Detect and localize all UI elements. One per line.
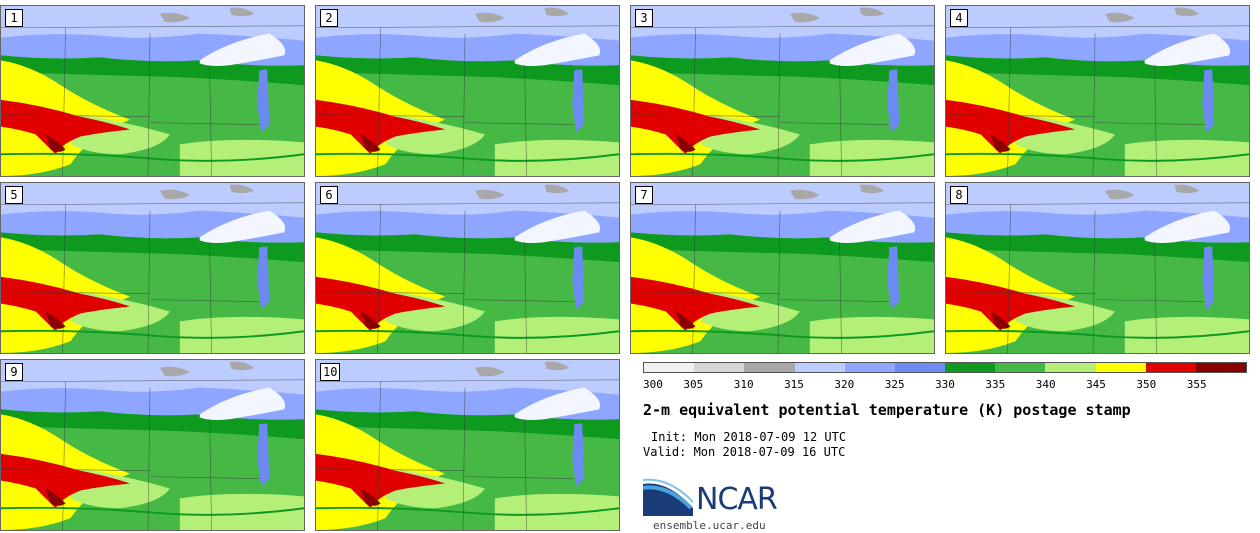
colorbar-tick-label: 300: [643, 378, 663, 391]
colorbar-swatch: [995, 363, 1046, 372]
theta-e-map: [316, 183, 619, 353]
map-panel-6: 6: [315, 182, 620, 354]
colorbar-swatch: [894, 363, 946, 372]
map-panel-4: 4: [945, 5, 1250, 177]
colorbar-swatch: [1145, 363, 1196, 372]
colorbar-tick-label: 305: [683, 378, 704, 391]
theta-e-map: [946, 183, 1249, 353]
colorbar-tick-label: 345: [1086, 378, 1106, 391]
plot-title: 2-m equivalent potential temperature (K)…: [643, 401, 1131, 419]
member-number-label: 2: [320, 9, 338, 27]
member-number-label: 8: [950, 186, 968, 204]
theta-e-map: [631, 183, 934, 353]
map-panel-10: 10: [315, 359, 620, 531]
theta-e-map: [1, 6, 304, 176]
colorbar-tick-label: 350: [1136, 378, 1157, 391]
map-panel-2: 2: [315, 5, 620, 177]
colorbar-tick-label: 320: [834, 378, 855, 391]
map-panel-8: 8: [945, 182, 1250, 354]
colorbar-swatch: [1095, 363, 1146, 372]
colorbar-tick-label: 330: [935, 378, 955, 391]
colorbar-swatch: [744, 363, 795, 372]
colorbar-swatch: [945, 363, 996, 372]
theta-e-map: [316, 360, 619, 530]
member-number-label: 10: [320, 363, 341, 381]
member-number-label: 5: [5, 186, 23, 204]
colorbar-swatch: [794, 363, 845, 372]
member-number-label: 1: [5, 9, 23, 27]
theta-e-map: [1, 360, 304, 530]
colorbar-ticks: 300 305 310 315 320 325 330 335 340 345 350 355: [643, 378, 1247, 392]
site-url: ensemble.ucar.edu: [653, 519, 766, 532]
member-number-label: 9: [5, 363, 23, 381]
map-panel-5: 5: [0, 182, 305, 354]
ncar-logo-text: NCAR: [696, 482, 778, 517]
member-number-label: 6: [320, 186, 338, 204]
colorbar-swatches: [643, 362, 1247, 373]
colorbar-tick-label: 315: [784, 378, 804, 391]
valid-time: Valid: Mon 2018-07-09 16 UTC: [643, 445, 846, 459]
colorbar-tick-label: 340: [1035, 378, 1056, 391]
ncar-logo: NCAR: [642, 478, 803, 518]
colorbar-tick-label: 310: [733, 378, 754, 391]
colorbar-tick-label: 355: [1186, 378, 1207, 391]
colorbar-swatch: [644, 363, 695, 372]
member-number-label: 3: [635, 9, 653, 27]
map-panel-3: 3: [630, 5, 935, 177]
theta-e-map: [1, 183, 304, 353]
colorbar-swatch: [1195, 363, 1247, 372]
theta-e-map: [946, 6, 1249, 176]
colorbar-tick-label: 325: [884, 378, 905, 391]
member-number-label: 4: [950, 9, 968, 27]
map-panel-9: 9: [0, 359, 305, 531]
colorbar-swatch: [844, 363, 895, 372]
theta-e-map: [316, 6, 619, 176]
init-time: Init: Mon 2018-07-09 12 UTC: [651, 430, 847, 444]
map-panel-1: 1: [0, 5, 305, 177]
map-panel-7: 7: [630, 182, 935, 354]
colorbar-swatch: [1045, 363, 1096, 372]
member-number-label: 7: [635, 186, 653, 204]
colorbar-swatch: [694, 363, 745, 372]
colorbar-tick-label: 335: [985, 378, 1006, 391]
ncar-swoosh-icon: [642, 478, 694, 518]
theta-e-map: [631, 6, 934, 176]
